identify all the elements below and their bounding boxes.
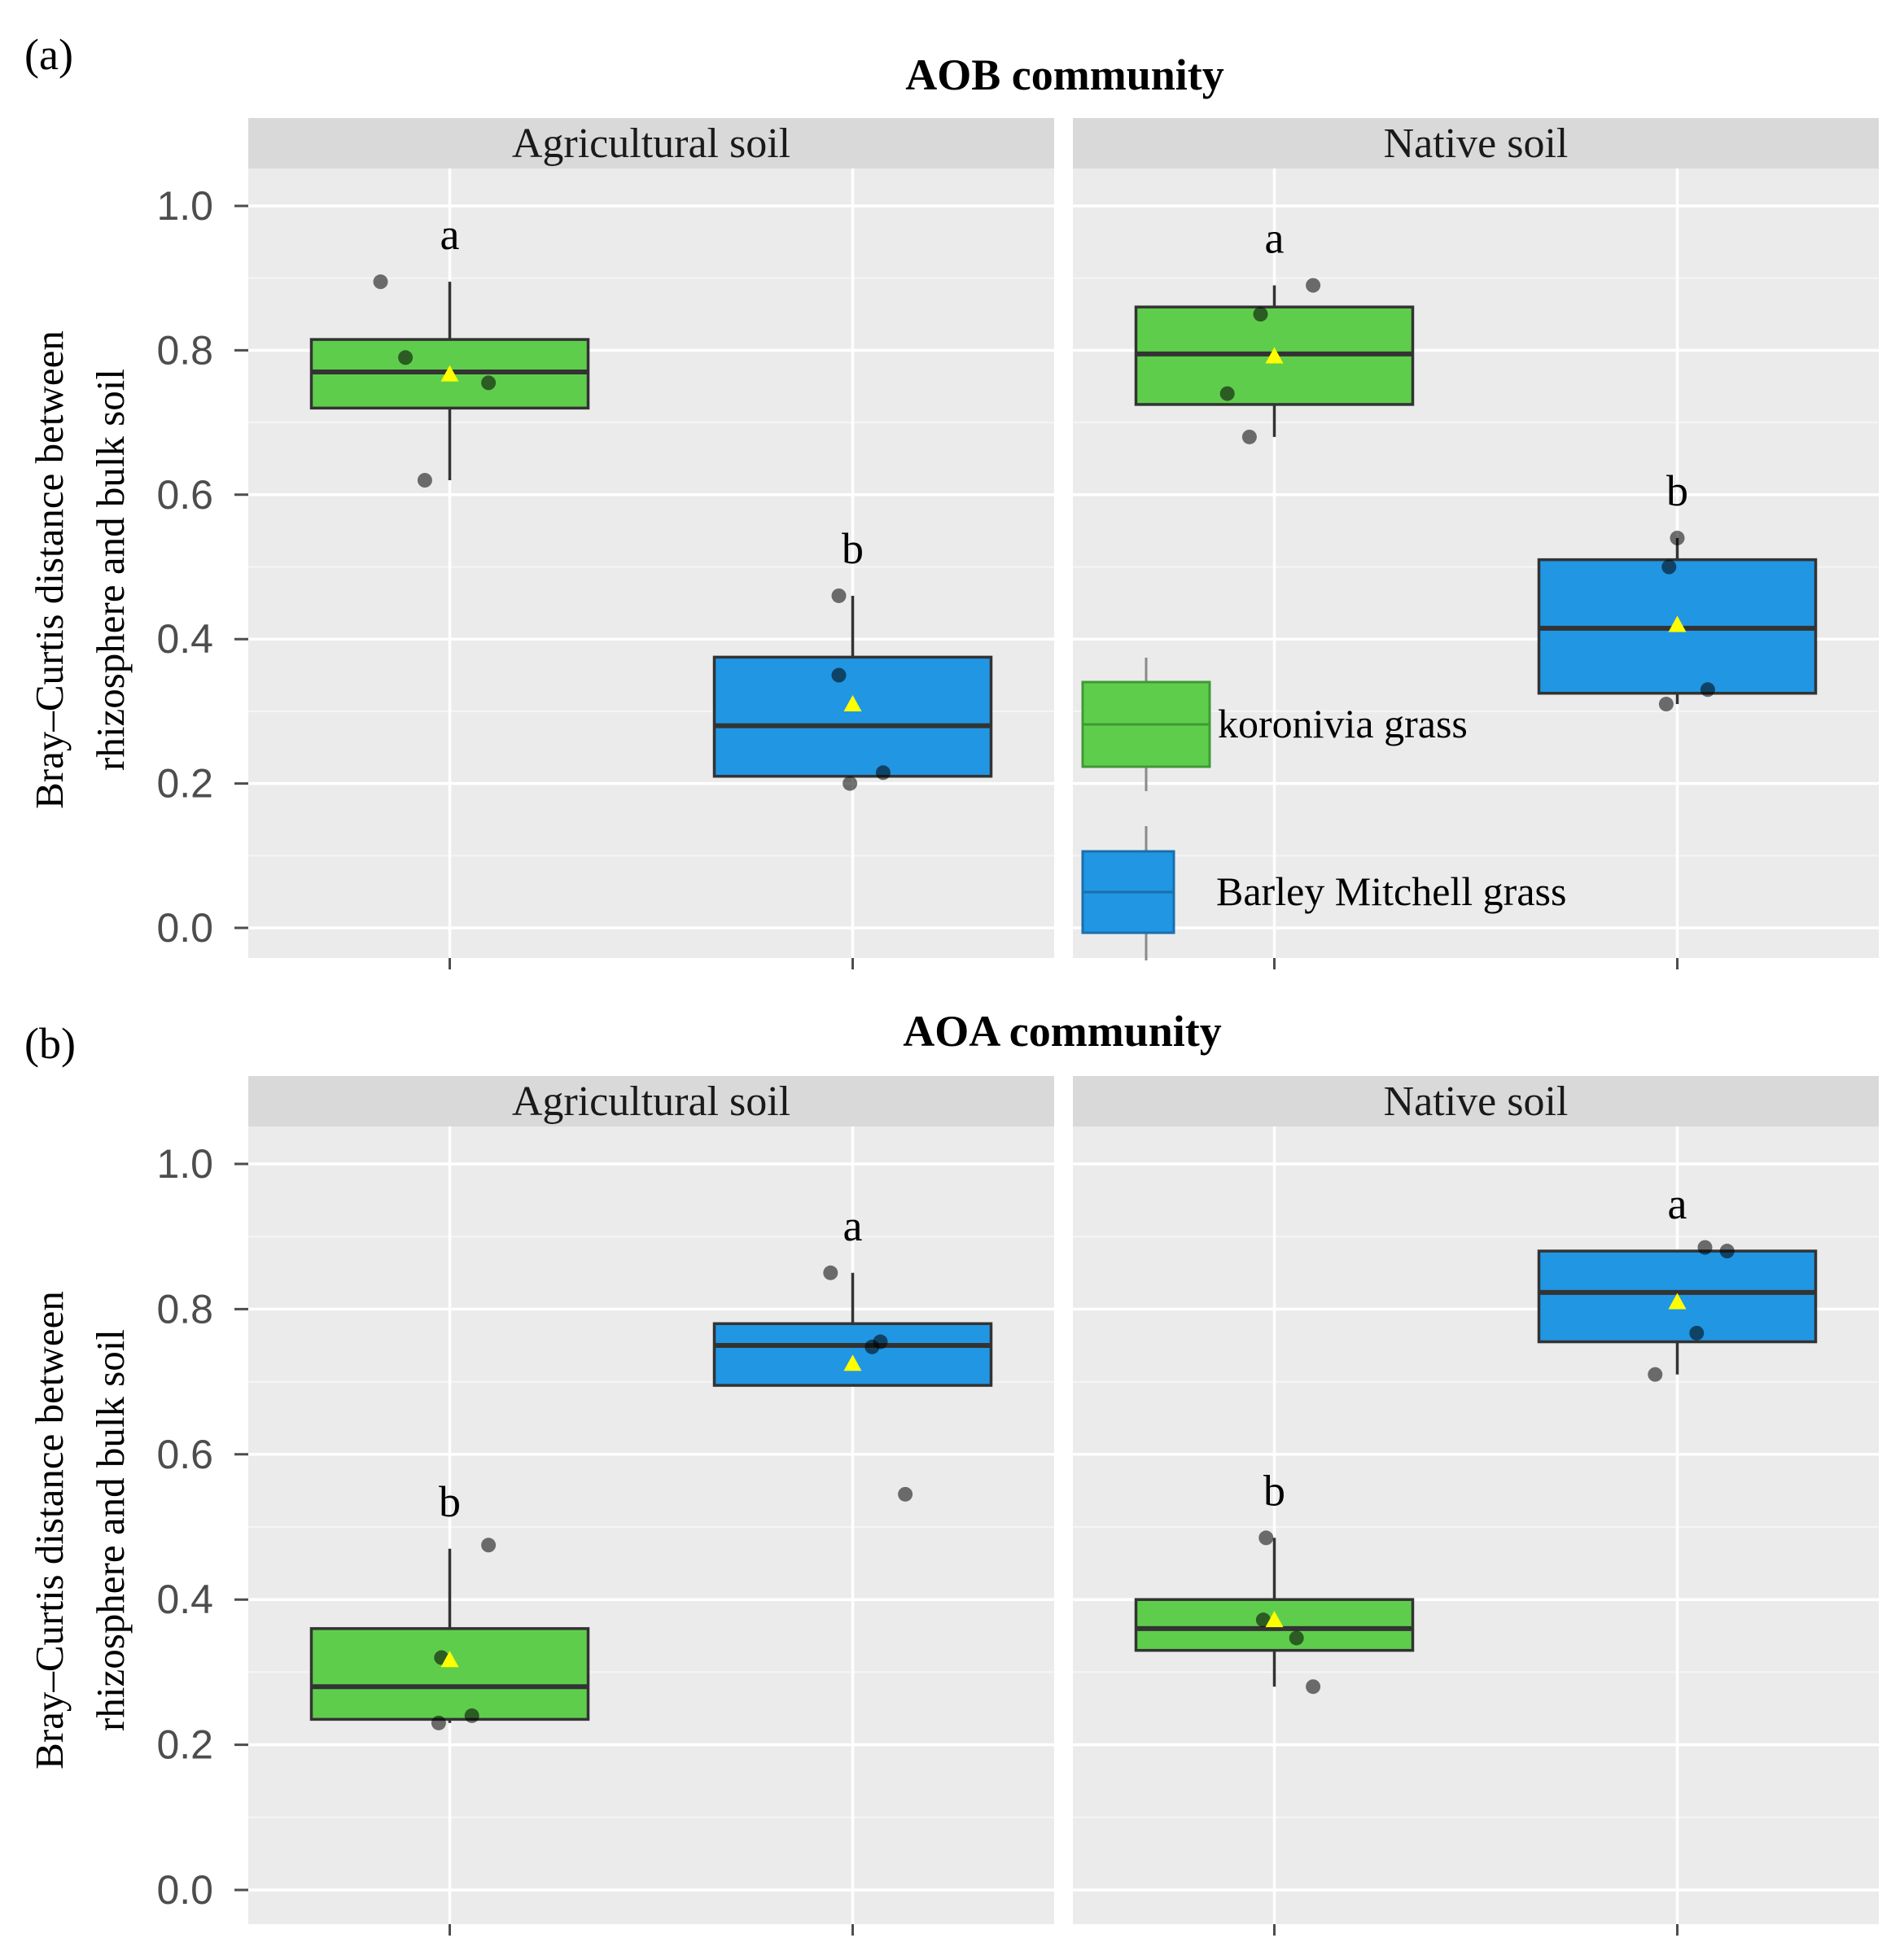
- data-point: [1700, 682, 1715, 698]
- significance-letter: b: [842, 524, 864, 573]
- y-tick-label: 0.2: [156, 1722, 213, 1768]
- facet-native: Native soil b a: [1073, 1076, 1879, 1936]
- facet-strip-label: Agricultural soil: [512, 1078, 790, 1125]
- facet-strip: [248, 118, 1054, 168]
- data-point: [1258, 1530, 1274, 1546]
- facet-agricultural: Agricultural soil a b: [248, 118, 1054, 969]
- data-point: [481, 1538, 497, 1553]
- mean-marker: [440, 1651, 459, 1668]
- facet-strip-label: Native soil: [1384, 120, 1569, 167]
- plot-background: [248, 1126, 1054, 1924]
- box-koronivia: a: [1134, 214, 1415, 444]
- data-point: [843, 776, 858, 791]
- box-koronivia: b: [1134, 1466, 1415, 1695]
- box-iqr: [712, 655, 993, 778]
- y-tick-label: 1.0: [156, 183, 213, 229]
- mean-marker: [843, 695, 862, 712]
- y-tick-label: 0.0: [156, 1867, 213, 1913]
- facet-native: Native soil a b: [1073, 118, 1879, 969]
- box-barley: a: [1537, 1179, 1818, 1382]
- facet-agricultural: Agricultural soil b a: [248, 1076, 1054, 1936]
- data-point: [1689, 1325, 1705, 1341]
- data-point: [431, 1715, 446, 1730]
- box-barley: b: [1537, 466, 1818, 712]
- data-point: [1219, 386, 1235, 401]
- y-tick-label: 0.0: [156, 905, 213, 951]
- facet-strip: [1073, 118, 1879, 168]
- mean-marker: [843, 1354, 862, 1371]
- legend-koronivia-label: koronivia grass: [1218, 701, 1468, 746]
- significance-letter: a: [1668, 1179, 1687, 1228]
- y-tick-label: 0.4: [156, 616, 213, 662]
- data-point: [1661, 559, 1677, 575]
- box-barley: b: [712, 524, 993, 791]
- facet-strip-label: Native soil: [1384, 1078, 1569, 1125]
- data-point: [875, 765, 891, 781]
- panel-b-ylabel-line1: Bray–Curtis distance between: [27, 1291, 72, 1769]
- y-tick-label: 0.4: [156, 1577, 213, 1622]
- y-tick-label: 0.6: [156, 472, 213, 518]
- box-koronivia: a: [309, 210, 590, 488]
- significance-letter: b: [1263, 1466, 1285, 1515]
- significance-letter: b: [1666, 466, 1688, 515]
- data-point: [464, 1708, 479, 1723]
- plot-background: [1073, 1126, 1879, 1924]
- mean-marker: [1265, 347, 1284, 364]
- plot-background: [248, 168, 1054, 958]
- y-tick-label: 0.6: [156, 1432, 213, 1477]
- y-tick-label: 0.8: [156, 327, 213, 373]
- data-point: [1253, 307, 1268, 322]
- legend-barley-label: Barley Mitchell grass: [1216, 868, 1566, 914]
- panel-a-ylabel-line2: rhizosphere and bulk soil: [88, 369, 133, 771]
- mean-marker: [1668, 1293, 1687, 1310]
- significance-letter: a: [843, 1201, 863, 1250]
- data-point: [373, 274, 388, 290]
- data-point: [1255, 1612, 1271, 1628]
- y-tick-label: 0.2: [156, 761, 213, 807]
- panel-a-ylabel-line1: Bray–Curtis distance between: [27, 330, 72, 809]
- significance-letter: a: [440, 210, 460, 259]
- mean-marker: [1668, 615, 1687, 632]
- facet-strip-label: Agricultural soil: [512, 120, 790, 167]
- mean-marker: [440, 365, 459, 382]
- data-point: [1306, 1679, 1321, 1695]
- panel-b-ylabel-line2: rhizosphere and bulk soil: [88, 1329, 133, 1731]
- data-point: [1697, 1240, 1713, 1255]
- panel-b-title: AOA community: [903, 1007, 1222, 1056]
- data-point: [823, 1265, 838, 1280]
- panel-a-title: AOB community: [905, 50, 1224, 99]
- data-point: [481, 375, 497, 391]
- data-point: [1241, 429, 1257, 444]
- data-point: [1306, 278, 1321, 293]
- panel-a-label: (a): [24, 30, 73, 79]
- box-koronivia: b: [309, 1477, 590, 1730]
- box-barley: a: [712, 1201, 993, 1502]
- facet-strip: [1073, 1076, 1879, 1126]
- legend: koronivia grass Barley Mitchell grass: [1081, 658, 1566, 960]
- data-point: [1658, 697, 1674, 712]
- significance-letter: a: [1265, 214, 1285, 263]
- data-point: [1289, 1630, 1304, 1646]
- box-iqr: [712, 1322, 993, 1387]
- mean-marker: [1265, 1611, 1284, 1628]
- facet-strip: [248, 1076, 1054, 1126]
- data-point: [417, 473, 432, 488]
- data-point: [398, 350, 414, 365]
- data-point: [1670, 531, 1685, 546]
- box-iqr: [309, 1627, 590, 1721]
- data-point: [1648, 1367, 1663, 1382]
- data-point: [831, 588, 847, 603]
- y-tick-label: 0.8: [156, 1286, 213, 1332]
- panel-b-label: (b): [24, 1019, 76, 1068]
- data-point: [898, 1486, 913, 1502]
- y-tick-label: 1.0: [156, 1141, 213, 1187]
- data-point: [1719, 1244, 1735, 1259]
- data-point: [873, 1334, 888, 1350]
- data-point: [831, 667, 847, 683]
- significance-letter: b: [439, 1477, 461, 1526]
